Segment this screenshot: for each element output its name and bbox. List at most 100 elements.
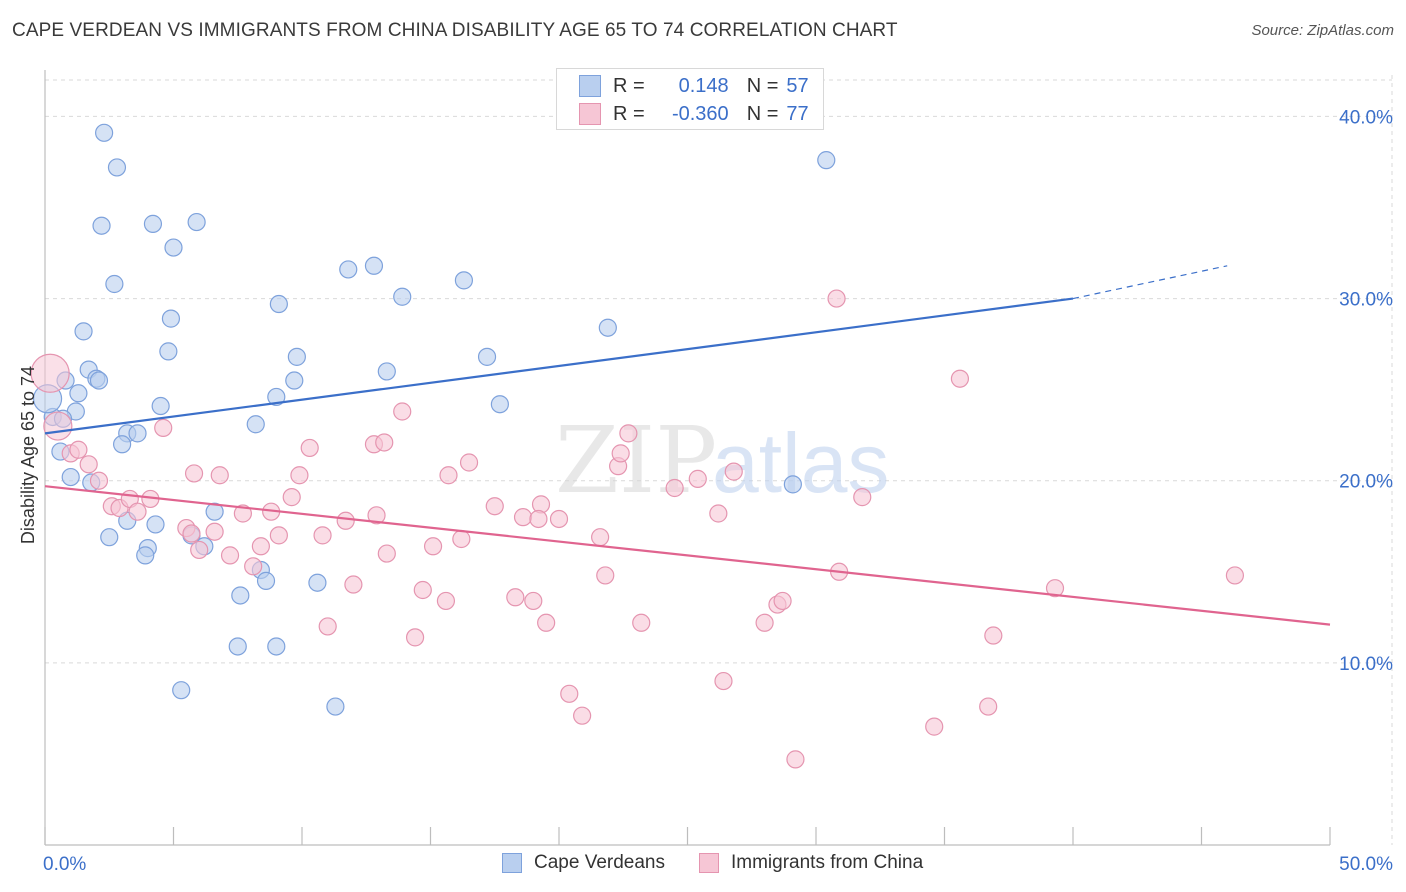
cape-verdean-point: [164, 238, 183, 257]
cape-verdean-point: [454, 271, 474, 290]
immigrants-china-point: [190, 540, 209, 560]
bottom-legend-swatch-pink: [699, 853, 719, 873]
cape-verdean-point: [256, 571, 276, 590]
cape-verdean-point: [105, 274, 124, 294]
immigrants-china-point: [30, 353, 70, 393]
bottom-legend-cape-verdeans: Cape Verdeans: [502, 852, 665, 874]
cape-verdean-point: [267, 637, 286, 656]
immigrants-china-point: [524, 591, 543, 611]
immigrants-china-point: [513, 508, 533, 527]
immigrants-china-point: [853, 488, 872, 507]
cape-verdean-point: [817, 151, 836, 170]
cape-verdean-point: [269, 294, 288, 314]
correlation-legend: R = 0.148 N = 57 R = -0.360 N = 77: [556, 68, 824, 130]
immigrants-china-point: [560, 684, 579, 703]
immigrants-china-point: [632, 613, 651, 632]
legend-r-value: 0.148: [678, 74, 729, 97]
cape-verdean-point: [490, 395, 509, 414]
legend-n-label: N =: [746, 74, 779, 97]
immigrants-china-point: [313, 526, 332, 545]
cape-verdean-point: [231, 586, 250, 605]
legend-swatch-blue: [579, 75, 601, 97]
legend-n-value: 77: [786, 102, 809, 125]
cape-verdean-point: [598, 318, 617, 337]
legend-row-immigrants-china: R = -0.360 N = 77: [579, 101, 809, 127]
immigrants-china-point: [413, 580, 432, 600]
immigrants-china-point: [755, 613, 774, 632]
immigrants-china-point: [210, 466, 229, 485]
cape-verdean-point: [143, 214, 163, 233]
immigrants-china-point: [233, 504, 252, 523]
immigrants-china-point: [69, 440, 88, 459]
bottom-legend-immigrants-china: Immigrants from China: [699, 852, 923, 874]
cape-verdean-trendline-extension: [1072, 265, 1228, 300]
cape-verdean-point: [364, 256, 384, 275]
cape-verdean-point: [136, 546, 155, 565]
immigrants-china-point: [619, 424, 638, 443]
cape-verdean-point: [151, 396, 170, 416]
y-tick-label: 10.0%: [1339, 654, 1393, 675]
immigrants-china-point: [220, 546, 240, 565]
cape-verdean-point: [172, 681, 191, 700]
immigrants-china-point: [300, 438, 319, 458]
y-tick-label: 30.0%: [1339, 290, 1393, 311]
legend-r-value: -0.360: [671, 102, 729, 125]
legend-r-label: R =: [613, 74, 645, 97]
immigrants-china-point: [925, 717, 944, 736]
cape-verdean-point: [146, 515, 165, 534]
cape-verdean-point: [161, 309, 181, 328]
data-points: [30, 123, 1245, 769]
cape-verdean-point: [246, 415, 265, 434]
immigrants-china-point: [709, 504, 728, 523]
bottom-legend-label: Cape Verdeans: [534, 852, 665, 873]
cape-verdean-point: [205, 502, 224, 521]
immigrants-china-point: [984, 626, 1003, 645]
immigrants-china-point: [269, 526, 288, 545]
watermark-zip: ZIP: [555, 407, 717, 514]
cape-verdean-point: [326, 697, 345, 716]
y-tick-label: 20.0%: [1339, 472, 1393, 493]
immigrants-china-point: [282, 488, 301, 507]
x-tick-label: 0.0%: [43, 854, 86, 875]
immigrants-china-point: [827, 289, 846, 308]
legend-row-cape-verdeans: R = 0.148 N = 57: [579, 73, 809, 99]
cape-verdean-point: [159, 342, 178, 361]
immigrants-china-point: [452, 529, 471, 549]
bottom-legend-label: Immigrants from China: [731, 852, 924, 873]
immigrants-china-trendline: [44, 485, 1331, 626]
cape-verdean-point: [95, 123, 114, 142]
immigrants-china-point: [423, 537, 443, 556]
immigrants-china-point: [436, 591, 456, 611]
source-label: Source: ZipAtlas.com: [1251, 22, 1394, 39]
axes: [44, 70, 1331, 846]
immigrants-china-point: [89, 471, 109, 490]
immigrants-china-point: [344, 575, 363, 594]
cape-verdean-point: [112, 435, 132, 454]
cape-verdean-point: [100, 528, 119, 547]
legend-r-label: R =: [613, 102, 645, 125]
immigrants-china-point: [485, 497, 504, 516]
immigrants-china-point: [714, 671, 733, 691]
cape-verdean-point: [89, 371, 109, 390]
cape-verdean-point: [267, 387, 286, 407]
immigrants-china-point: [439, 466, 458, 485]
immigrants-china-point: [43, 411, 73, 441]
chart-title: CAPE VERDEAN VS IMMIGRANTS FROM CHINA DI…: [12, 20, 898, 41]
immigrants-china-point: [688, 469, 707, 488]
immigrants-china-point: [665, 478, 684, 498]
cape-verdean-point: [287, 347, 306, 366]
immigrants-china-point: [979, 697, 998, 716]
immigrants-china-point: [377, 544, 396, 563]
immigrants-china-point: [251, 537, 270, 556]
immigrants-china-point: [182, 524, 201, 543]
legend-n-label: N =: [746, 102, 779, 125]
immigrants-china-point: [549, 509, 569, 529]
tick-labels: 10.0% 20.0% 30.0% 40.0% 0.0% 50.0%: [43, 107, 1393, 875]
immigrants-china-point: [591, 528, 610, 547]
immigrants-china-point: [537, 613, 556, 632]
immigrants-china-point: [393, 402, 412, 421]
immigrants-china-point: [184, 464, 204, 483]
x-tick-label: 50.0%: [1339, 854, 1393, 875]
immigrants-china-point: [724, 462, 743, 481]
